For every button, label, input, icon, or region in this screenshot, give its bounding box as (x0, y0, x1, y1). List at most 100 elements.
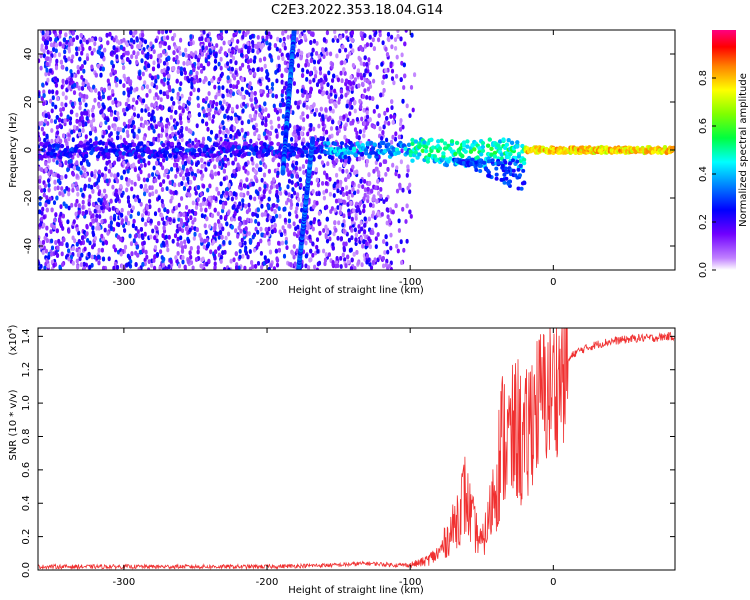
noise-cell (230, 37, 235, 43)
noise-cell (173, 32, 177, 38)
noise-cell (53, 218, 57, 223)
noise-cell (252, 58, 256, 64)
noise-cell (198, 233, 202, 238)
noise-cell (174, 190, 178, 195)
noise-cell (306, 265, 311, 270)
noise-cell (277, 123, 281, 129)
noise-cell (339, 256, 343, 261)
noise-cell (262, 194, 266, 200)
noise-cell (322, 37, 327, 43)
noise-cell (309, 58, 313, 64)
noise-cell (201, 45, 205, 51)
noise-cell (395, 243, 399, 249)
noise-cell (259, 45, 263, 50)
noise-cell (256, 49, 260, 55)
noise-cell (261, 108, 265, 114)
noise-cell (204, 229, 208, 235)
noise-cell (172, 101, 176, 106)
noise-cell (115, 38, 119, 44)
noise-cell (362, 196, 366, 202)
noise-cell (155, 238, 159, 244)
noise-cell (379, 92, 383, 98)
noise-cell (74, 211, 78, 217)
noise-cell (126, 162, 130, 168)
noise-cell (138, 40, 143, 46)
noise-cell (234, 132, 238, 138)
noise-cell (311, 241, 315, 247)
noise-cell (360, 116, 364, 122)
noise-cell (269, 89, 273, 94)
noise-cell (44, 248, 49, 254)
noise-cell (259, 238, 263, 244)
noise-cell (331, 242, 335, 248)
noise-cell (62, 133, 66, 139)
noise-cell (302, 30, 306, 33)
noise-cell (93, 169, 97, 175)
noise-cell (166, 247, 170, 253)
noise-cell (366, 194, 370, 200)
noise-cell (256, 207, 260, 213)
noise-cell (172, 50, 176, 55)
noise-cell (225, 221, 229, 227)
noise-cell (72, 165, 76, 171)
noise-cell (355, 156, 359, 162)
noise-cell (45, 207, 49, 213)
noise-cell (260, 177, 264, 183)
noise-cell (138, 96, 142, 102)
noise-cell (116, 135, 120, 141)
noise-cell (72, 219, 76, 225)
noise-cell (38, 240, 42, 246)
noise-cell (126, 168, 130, 174)
noise-cell (237, 216, 241, 222)
noise-cell (119, 44, 123, 50)
noise-cell (284, 30, 288, 34)
noise-cell (402, 247, 406, 253)
noise-cell (130, 186, 134, 192)
noise-cell (189, 246, 193, 251)
noise-cell (413, 72, 417, 78)
noise-cell (275, 78, 279, 84)
noise-cell (255, 163, 259, 169)
noise-cell (47, 255, 51, 260)
noise-cell (61, 106, 65, 112)
noise-cell (97, 254, 101, 260)
noise-cell (96, 49, 100, 55)
noise-cell (103, 227, 107, 233)
noise-cell (354, 232, 358, 238)
noise-cell (143, 231, 147, 237)
noise-cell (96, 222, 100, 227)
noise-cell (111, 100, 115, 105)
noise-cell (257, 194, 261, 200)
noise-cell (47, 114, 51, 120)
noise-cell (38, 175, 42, 181)
noise-cell (42, 48, 46, 54)
carrier-cell (102, 154, 108, 159)
noise-cell (52, 200, 57, 206)
noise-cell (54, 37, 58, 43)
noise-cell (62, 37, 66, 43)
noise-cell (97, 174, 101, 179)
noise-cell (232, 169, 236, 174)
noise-cell (312, 77, 316, 83)
noise-cell (163, 207, 167, 213)
noise-cell (134, 262, 138, 267)
noise-cell (347, 211, 351, 217)
noise-cell (174, 110, 178, 115)
heatmap-cells (38, 30, 675, 270)
noise-cell (166, 135, 170, 141)
noise-cell (165, 61, 169, 66)
noise-cell (383, 110, 387, 116)
noise-cell (184, 148, 189, 154)
noise-cell (91, 244, 95, 250)
noise-cell (84, 172, 88, 178)
noise-cell (39, 65, 43, 71)
noise-cell (207, 258, 211, 264)
noise-cell (116, 172, 120, 178)
noise-cell (47, 199, 51, 205)
noise-cell (408, 113, 412, 118)
noise-cell (382, 159, 386, 165)
noise-cell (42, 131, 46, 137)
noise-cell (399, 159, 403, 165)
noise-cell (39, 244, 44, 250)
noise-cell (237, 48, 241, 54)
